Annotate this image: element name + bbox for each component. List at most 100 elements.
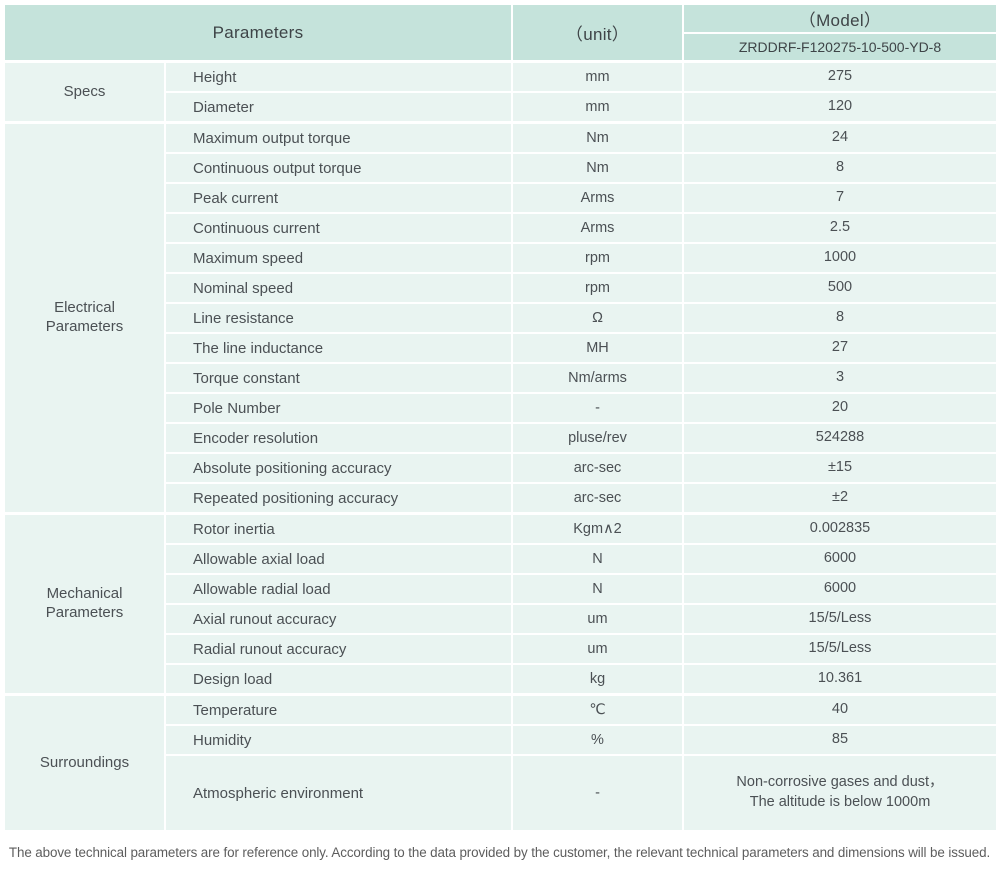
param-cell: Atmospheric environment — [164, 754, 513, 832]
table-row: Absolute positioning accuracy arc-sec ±1… — [4, 452, 998, 484]
value-cell: 27 — [682, 332, 998, 364]
table-row: Allowable radial load N 6000 — [4, 573, 998, 605]
param-cell: Maximum speed — [164, 242, 513, 274]
header-row-top: Parameters （unit） （Model） — [3, 3, 998, 63]
header-model: （Model） — [682, 3, 998, 34]
unit-cell: Nm — [511, 121, 684, 154]
value-cell: 24 — [682, 121, 998, 154]
unit-cell: Arms — [511, 212, 684, 244]
param-cell: Allowable axial load — [164, 543, 513, 575]
table-header: Parameters （unit） （Model） ZRDDRF-F120275… — [3, 3, 998, 63]
value-cell: 0.002835 — [682, 512, 998, 545]
unit-cell: N — [511, 573, 684, 605]
table-row: Specs Height mm 275 — [3, 60, 998, 124]
unit-cell: pluse/rev — [511, 422, 684, 454]
unit-cell: MH — [511, 332, 684, 364]
unit-cell: rpm — [511, 272, 684, 304]
unit-cell: arc-sec — [511, 482, 684, 515]
param-cell: Allowable radial load — [164, 573, 513, 605]
section-label-specs: Specs — [3, 60, 166, 124]
table-row: Line resistance Ω 8 — [4, 302, 998, 334]
param-cell: Diameter — [164, 91, 513, 124]
table-row: Nominal speed rpm 500 — [4, 272, 998, 304]
table-row: Encoder resolution pluse/rev 524288 — [4, 422, 998, 454]
value-cell: 20 — [682, 392, 998, 424]
table-row: Repeated positioning accuracy arc-sec ±2 — [4, 482, 998, 515]
param-cell: The line inductance — [164, 332, 513, 364]
table-row: Peak current Arms 7 — [4, 182, 998, 214]
param-cell: Humidity — [164, 724, 513, 756]
table-row: Surroundings Temperature ℃ 40 — [3, 693, 998, 832]
table-row: Continuous current Arms 2.5 — [4, 212, 998, 244]
header-parameters: Parameters — [3, 3, 513, 63]
unit-cell: % — [511, 724, 684, 756]
value-cell: 2.5 — [682, 212, 998, 244]
value-cell: 40 — [682, 693, 998, 726]
value-cell: 1000 — [682, 242, 998, 274]
table-row: Pole Number - 20 — [4, 392, 998, 424]
unit-cell: rpm — [511, 242, 684, 274]
param-cell: Encoder resolution — [164, 422, 513, 454]
table-row: Humidity % 85 — [4, 724, 998, 756]
param-cell: Rotor inertia — [164, 512, 513, 545]
table-row: Diameter mm 120 — [4, 91, 998, 124]
table-row: Maximum speed rpm 1000 — [4, 242, 998, 274]
param-cell: Peak current — [164, 182, 513, 214]
value-cell: 6000 — [682, 543, 998, 575]
unit-cell: Ω — [511, 302, 684, 334]
param-cell: Maximum output torque — [164, 121, 513, 154]
value-cell: Non-corrosive gases and dust， The altitu… — [682, 754, 998, 832]
model-number: ZRDDRF-F120275-10-500-YD-8 — [682, 32, 998, 63]
unit-cell: N — [511, 543, 684, 575]
param-cell: Line resistance — [164, 302, 513, 334]
unit-cell: mm — [511, 91, 684, 124]
table-body: Specs Height mm 275 Diameter mm 120 Elec… — [3, 60, 998, 832]
footnote: The above technical parameters are for r… — [8, 845, 991, 860]
value-cell: ±2 — [682, 482, 998, 515]
value-cell: 8 — [682, 152, 998, 184]
value-cell: 15/5/Less — [682, 633, 998, 665]
spec-table: Parameters （unit） （Model） ZRDDRF-F120275… — [3, 3, 998, 832]
value-cell: 524288 — [682, 422, 998, 454]
value-cell: 10.361 — [682, 663, 998, 696]
param-cell: Continuous current — [164, 212, 513, 244]
param-cell: Pole Number — [164, 392, 513, 424]
section-label-surroundings: Surroundings — [3, 693, 166, 832]
param-cell: Radial runout accuracy — [164, 633, 513, 665]
param-cell: Temperature — [164, 693, 513, 726]
table-row: Electrical Parameters Maximum output tor… — [3, 121, 998, 515]
unit-cell: Arms — [511, 182, 684, 214]
param-cell: Absolute positioning accuracy — [164, 452, 513, 484]
unit-cell: um — [511, 603, 684, 635]
table-row: The line inductance MH 27 — [4, 332, 998, 364]
param-cell: Continuous output torque — [164, 152, 513, 184]
unit-cell: Nm — [511, 152, 684, 184]
unit-cell: - — [511, 392, 684, 424]
value-cell: 85 — [682, 724, 998, 756]
table-row: Continuous output torque Nm 8 — [4, 152, 998, 184]
value-cell: 15/5/Less — [682, 603, 998, 635]
unit-cell: arc-sec — [511, 452, 684, 484]
value-cell: 8 — [682, 302, 998, 334]
value-cell: 6000 — [682, 573, 998, 605]
section-label-mechanical: Mechanical Parameters — [3, 512, 166, 696]
table-row: Mechanical Parameters Rotor inertia Kgm∧… — [3, 512, 998, 696]
unit-cell: ℃ — [511, 693, 684, 726]
param-cell: Torque constant — [164, 362, 513, 394]
param-cell: Repeated positioning accuracy — [164, 482, 513, 515]
value-cell: 120 — [682, 91, 998, 124]
table-row: Allowable axial load N 6000 — [4, 543, 998, 575]
header-row-model: ZRDDRF-F120275-10-500-YD-8 — [4, 32, 998, 63]
table-row: Radial runout accuracy um 15/5/Less — [4, 633, 998, 665]
unit-cell: kg — [511, 663, 684, 696]
value-cell: 500 — [682, 272, 998, 304]
value-cell: 275 — [682, 60, 998, 93]
table-row: Torque constant Nm/arms 3 — [4, 362, 998, 394]
value-cell: 3 — [682, 362, 998, 394]
param-cell: Design load — [164, 663, 513, 696]
value-cell: ±15 — [682, 452, 998, 484]
unit-cell: Nm/arms — [511, 362, 684, 394]
unit-cell: mm — [511, 60, 684, 93]
param-cell: Nominal speed — [164, 272, 513, 304]
